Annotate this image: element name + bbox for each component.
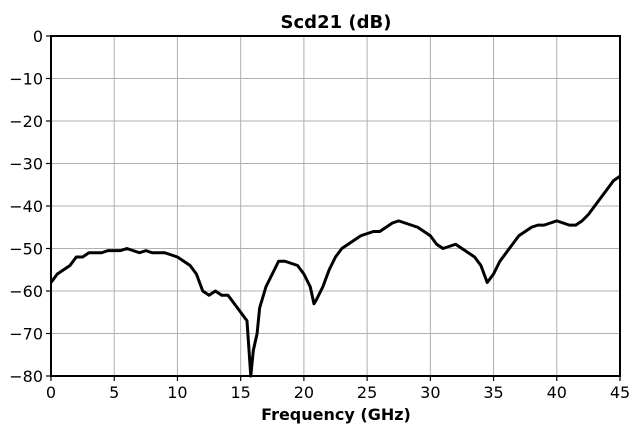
y-tick-label: −30 xyxy=(9,155,43,174)
y-tick-label: −60 xyxy=(9,282,43,301)
x-tick-label: 10 xyxy=(167,383,187,402)
y-tick-label: 0 xyxy=(33,27,43,46)
x-tick-label: 15 xyxy=(230,383,250,402)
x-tick-label: 40 xyxy=(547,383,567,402)
x-tick-label: 35 xyxy=(483,383,503,402)
y-tick-label: −80 xyxy=(9,367,43,386)
y-tick-label: −40 xyxy=(9,197,43,216)
x-axis-label: Frequency (GHz) xyxy=(261,405,411,424)
y-tick-label: −50 xyxy=(9,240,43,259)
x-tick-label: 25 xyxy=(357,383,377,402)
plot-frame xyxy=(50,35,621,377)
x-tick-label: 30 xyxy=(420,383,440,402)
x-tick-label: 0 xyxy=(46,383,56,402)
x-tick-label: 45 xyxy=(610,383,630,402)
x-tick-label: 20 xyxy=(294,383,314,402)
y-tick-label: −20 xyxy=(9,112,43,131)
y-tick-label: −70 xyxy=(9,325,43,344)
y-tick-label: −10 xyxy=(9,70,43,89)
chart-title: Scd21 (dB) xyxy=(281,12,392,33)
x-tick-label: 5 xyxy=(109,383,119,402)
data-line xyxy=(49,175,621,378)
